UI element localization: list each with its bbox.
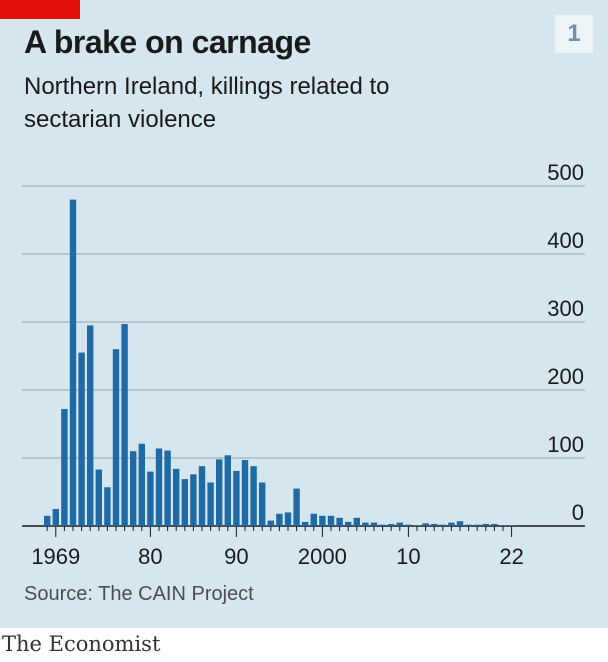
bar: [95, 469, 102, 526]
bar: [413, 525, 421, 526]
bar: [491, 523, 498, 526]
y-tick-label: 100: [547, 432, 584, 457]
bar: [173, 468, 180, 526]
bar: [396, 522, 403, 526]
bar: [439, 524, 446, 526]
bar: [508, 525, 515, 526]
bar: [164, 450, 171, 526]
x-tick-label: 10: [396, 544, 420, 569]
bar: [121, 324, 128, 526]
y-tick-label: 400: [547, 228, 584, 253]
bar: [499, 525, 507, 526]
bar: [388, 523, 395, 526]
bar: [216, 459, 223, 526]
bar: [87, 325, 94, 526]
source-note: Source: The CAIN Project: [24, 583, 254, 605]
bar: [327, 515, 335, 526]
gridlines: [22, 185, 585, 527]
bar: [405, 524, 412, 526]
bar: [370, 522, 378, 526]
bar: [482, 523, 489, 526]
y-tick-label: 300: [547, 296, 584, 321]
bar: [465, 524, 472, 526]
footer: [0, 628, 608, 662]
bar: [250, 466, 257, 526]
chart-number: 1: [567, 20, 581, 47]
bar: [138, 443, 145, 526]
bar: [319, 515, 326, 526]
bar: [61, 409, 68, 526]
chart-number-badge: [555, 15, 593, 53]
bar: [241, 460, 249, 526]
y-tick-label: 200: [547, 364, 584, 389]
bar: [259, 482, 266, 526]
bar: [181, 479, 188, 526]
bar: [104, 487, 111, 526]
bar: [431, 523, 438, 526]
y-tick-label: 500: [547, 160, 584, 185]
bar: [190, 474, 197, 526]
bar: [293, 488, 300, 526]
x-tick-label: 1969: [31, 544, 80, 569]
bar: [284, 512, 292, 526]
y-tick-labels: 0 100 200 300 400 500: [547, 160, 584, 525]
bar: [448, 522, 455, 526]
x-tick-label: 90: [224, 544, 248, 569]
bar: [422, 523, 429, 526]
bar: [44, 515, 51, 526]
bar: [353, 517, 360, 526]
chart-card: A brake on carnage Northern Ireland, kil…: [0, 0, 593, 605]
brand-logo: The Economist: [2, 632, 161, 656]
chart-title: A brake on carnage: [24, 24, 311, 60]
y-tick-label: 0: [572, 500, 584, 525]
bar: [362, 522, 369, 526]
bar: [267, 520, 274, 526]
x-tick-labels: 1969 80 90 2000 10 22: [31, 544, 524, 569]
bar: [147, 471, 154, 526]
bar: [130, 451, 137, 526]
bar: [474, 524, 481, 526]
bar: [52, 509, 59, 526]
bar: [379, 524, 386, 526]
bar-chart: 0 100 200 300 400 500 1969 80 90 2000 10 22: [22, 160, 585, 569]
bar: [78, 352, 85, 526]
bar: [302, 521, 309, 526]
x-tick-label: 22: [499, 544, 523, 569]
bars: [44, 199, 515, 526]
brand-red-tag: [0, 0, 80, 19]
x-ticks: [46, 526, 513, 537]
x-tick-label: 2000: [298, 544, 347, 569]
bar: [336, 517, 343, 526]
bar: [456, 521, 464, 526]
x-tick-label: 80: [138, 544, 162, 569]
bar: [310, 513, 317, 526]
bar: [276, 513, 283, 526]
bar: [207, 482, 214, 526]
bar: [233, 470, 240, 526]
bar: [112, 349, 120, 526]
bar: [198, 466, 206, 526]
bar: [224, 455, 231, 526]
bar: [345, 521, 352, 526]
chart-subtitle: Northern Ireland, killings related to se…: [24, 73, 390, 133]
bar: [155, 448, 163, 526]
bar: [69, 199, 77, 526]
